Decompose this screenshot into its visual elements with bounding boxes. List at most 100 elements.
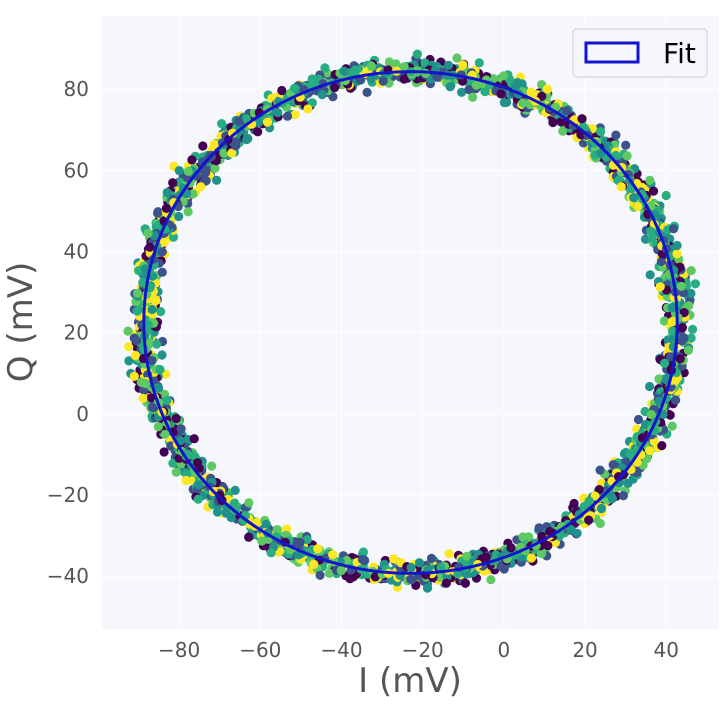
- data-point: [157, 350, 167, 360]
- x-axis-label: I (mV): [358, 661, 462, 701]
- data-point: [595, 465, 605, 475]
- data-point: [399, 62, 409, 72]
- data-point: [320, 63, 330, 73]
- y-axis-label: Q (mV): [1, 262, 41, 382]
- x-tick-labels: −80 −60 −40 −20 0 20 40: [158, 638, 679, 662]
- y-tick-label: 20: [64, 321, 89, 345]
- data-point: [391, 59, 401, 69]
- y-tick-labels: −40 −20 0 20 40 60 80: [47, 77, 89, 588]
- x-tick-label: 40: [654, 638, 679, 662]
- data-point: [672, 240, 682, 251]
- data-point: [370, 572, 380, 582]
- y-tick-label: 60: [64, 158, 89, 182]
- x-tick-label: −20: [402, 638, 444, 662]
- data-point: [432, 72, 442, 82]
- data-point: [289, 83, 300, 93]
- data-point: [496, 89, 506, 99]
- data-point: [174, 166, 184, 176]
- data-point: [671, 395, 681, 405]
- data-point: [618, 491, 629, 501]
- y-tick-label: 0: [76, 402, 89, 426]
- data-point: [621, 140, 631, 150]
- data-point: [645, 446, 655, 456]
- data-point: [254, 117, 264, 127]
- data-point: [675, 354, 685, 364]
- data-point: [481, 552, 491, 562]
- data-point: [317, 90, 327, 100]
- data-point: [217, 119, 227, 129]
- data-point: [669, 224, 679, 234]
- data-point: [406, 574, 416, 584]
- data-point: [257, 536, 267, 546]
- data-point: [262, 117, 273, 127]
- data-point: [676, 281, 687, 291]
- data-point: [183, 166, 193, 176]
- data-point: [132, 336, 142, 346]
- data-point: [198, 141, 208, 151]
- data-point: [645, 381, 655, 392]
- data-point: [168, 458, 178, 468]
- x-tick-label: −80: [158, 638, 200, 662]
- data-point: [138, 393, 148, 403]
- data-point: [234, 116, 244, 126]
- x-tick-label: −40: [320, 638, 362, 662]
- data-point: [147, 356, 157, 366]
- data-point: [577, 114, 587, 124]
- data-point: [244, 498, 254, 508]
- data-point: [526, 553, 537, 563]
- data-point: [162, 187, 172, 198]
- data-point: [189, 434, 199, 444]
- data-point: [608, 460, 618, 470]
- data-point: [645, 175, 655, 185]
- data-point: [389, 554, 399, 564]
- x-tick-label: −60: [239, 638, 281, 662]
- data-point: [426, 553, 437, 564]
- data-point: [129, 371, 139, 381]
- data-point: [596, 503, 607, 514]
- data-point: [309, 559, 319, 570]
- data-point: [157, 247, 167, 257]
- data-point: [537, 549, 547, 559]
- data-point: [683, 345, 694, 355]
- data-point: [157, 267, 167, 277]
- data-point: [443, 60, 454, 70]
- data-point: [441, 578, 451, 588]
- data-point: [659, 316, 670, 326]
- data-point: [684, 301, 694, 311]
- data-point: [290, 110, 300, 120]
- data-point: [242, 134, 252, 145]
- data-point: [506, 543, 516, 553]
- data-point: [464, 85, 474, 95]
- data-point: [303, 104, 313, 114]
- data-point: [232, 135, 242, 146]
- data-point: [458, 60, 468, 70]
- data-point: [543, 541, 553, 551]
- data-point: [253, 127, 263, 137]
- data-point: [168, 232, 179, 242]
- data-point: [688, 324, 698, 334]
- data-point: [219, 148, 229, 158]
- data-point: [159, 447, 169, 457]
- data-point: [124, 342, 134, 352]
- legend: Fit: [572, 28, 708, 78]
- data-point: [572, 528, 582, 538]
- data-point: [690, 279, 701, 289]
- data-point: [140, 378, 150, 389]
- data-point: [226, 512, 236, 523]
- data-point: [412, 49, 422, 59]
- data-point: [445, 82, 455, 92]
- data-point: [282, 111, 293, 121]
- data-point: [168, 178, 178, 188]
- data-point: [667, 421, 677, 431]
- data-point: [147, 402, 157, 412]
- data-point: [261, 519, 271, 529]
- data-point: [194, 480, 204, 490]
- data-point: [154, 383, 164, 393]
- data-point: [462, 551, 472, 561]
- data-point: [171, 413, 181, 424]
- y-tick-label: −20: [47, 483, 89, 507]
- data-point: [558, 126, 568, 136]
- data-point: [336, 565, 346, 576]
- data-point: [622, 151, 632, 161]
